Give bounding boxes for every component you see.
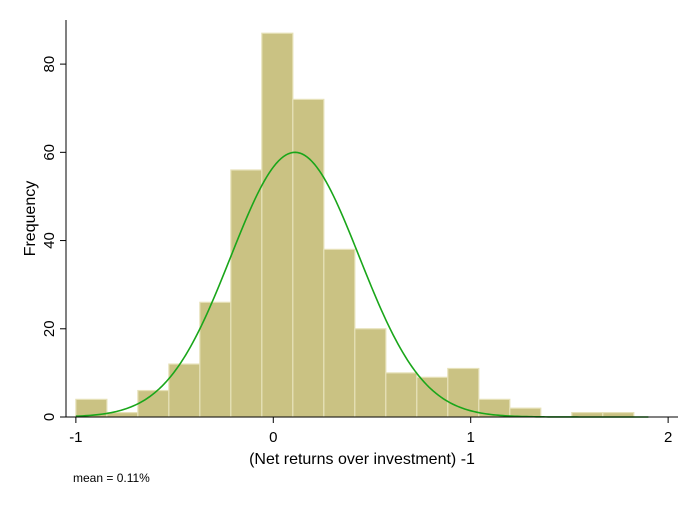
histogram-bar-11 [416,376,449,418]
histogram-bar-5 [230,169,263,418]
y-axis-ticks: 0 20 40 60 80 [41,56,66,421]
histogram-bar-6 [261,32,294,418]
histogram-bars [75,32,635,418]
x-tick-label--1: -1 [69,429,82,446]
histogram-bar-8 [323,248,356,418]
x-tick-label-0: 0 [269,429,277,446]
mean-note: mean = 0.11% [73,471,150,485]
histogram-bar-10 [385,372,418,418]
y-tick-label-0: 0 [41,413,58,421]
x-tick-label-1: 1 [467,429,475,446]
x-tick-label-2: 2 [664,429,672,446]
histogram-bar-2 [137,389,170,418]
histogram-bar-7 [292,98,325,418]
y-tick-label-80: 80 [41,56,58,73]
y-tick-label-60: 60 [41,144,58,161]
histogram-bar-9 [354,328,387,418]
y-tick-label-20: 20 [41,320,58,337]
x-axis-ticks: -1 0 1 2 [69,417,672,446]
histogram-bar-12 [447,367,480,418]
x-axis-title: (Net returns over investment) -1 [249,451,475,468]
y-axis-title: Frequency [22,181,39,257]
y-tick-label-40: 40 [41,232,58,249]
